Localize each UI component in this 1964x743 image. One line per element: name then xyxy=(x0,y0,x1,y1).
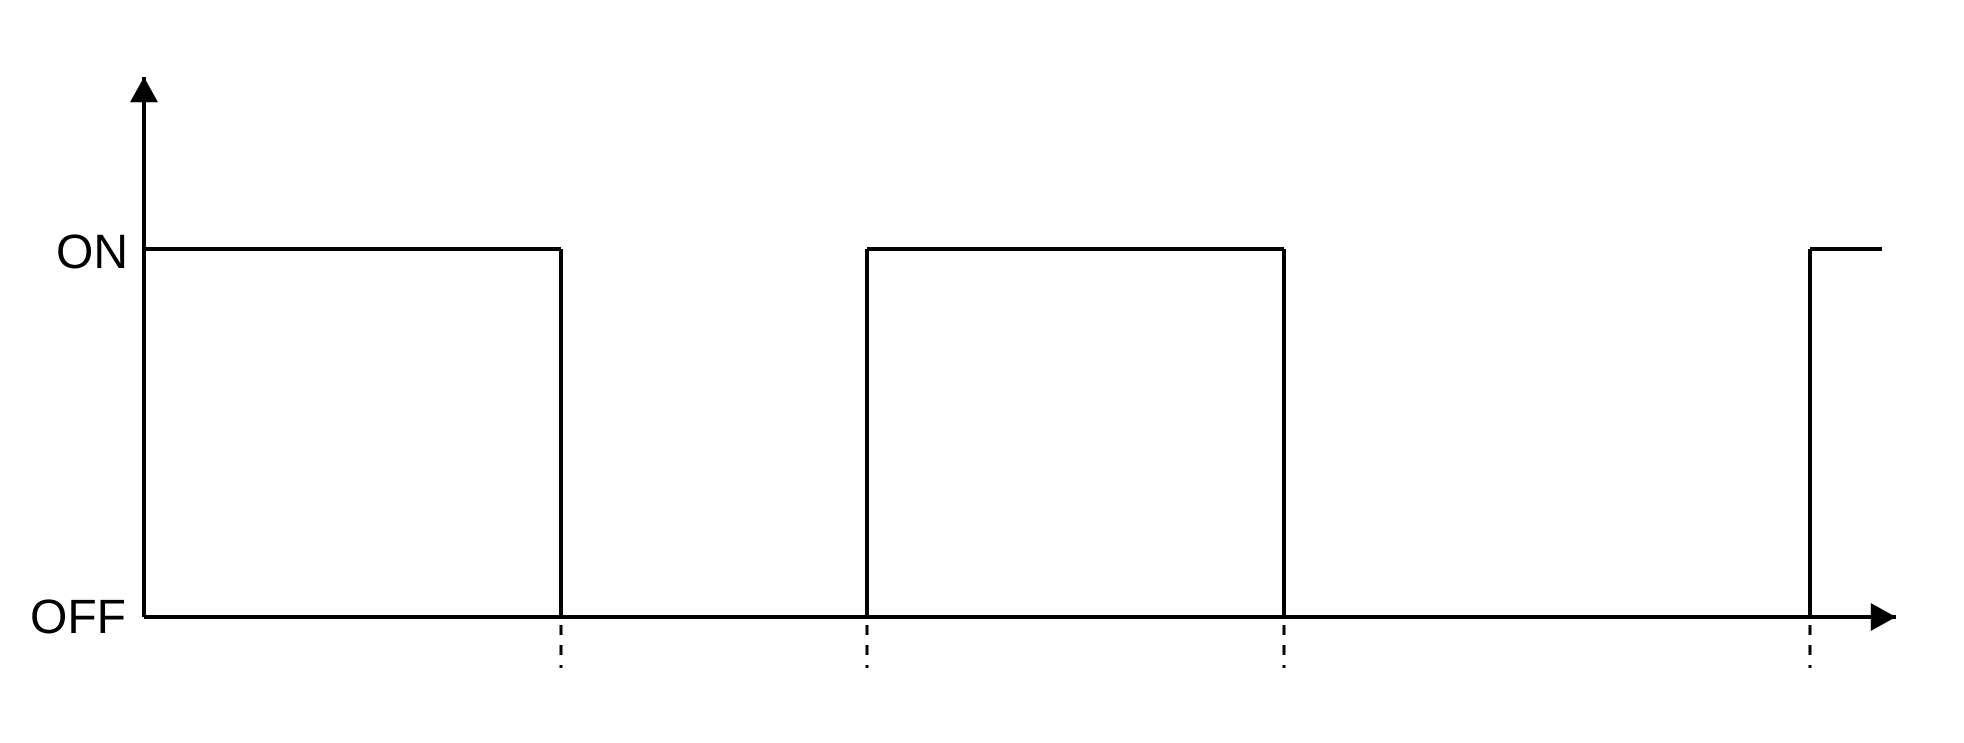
y-level-label-off: OFF xyxy=(30,590,126,645)
timing-diagram xyxy=(0,0,1964,743)
y-level-label-on: ON xyxy=(56,225,128,280)
